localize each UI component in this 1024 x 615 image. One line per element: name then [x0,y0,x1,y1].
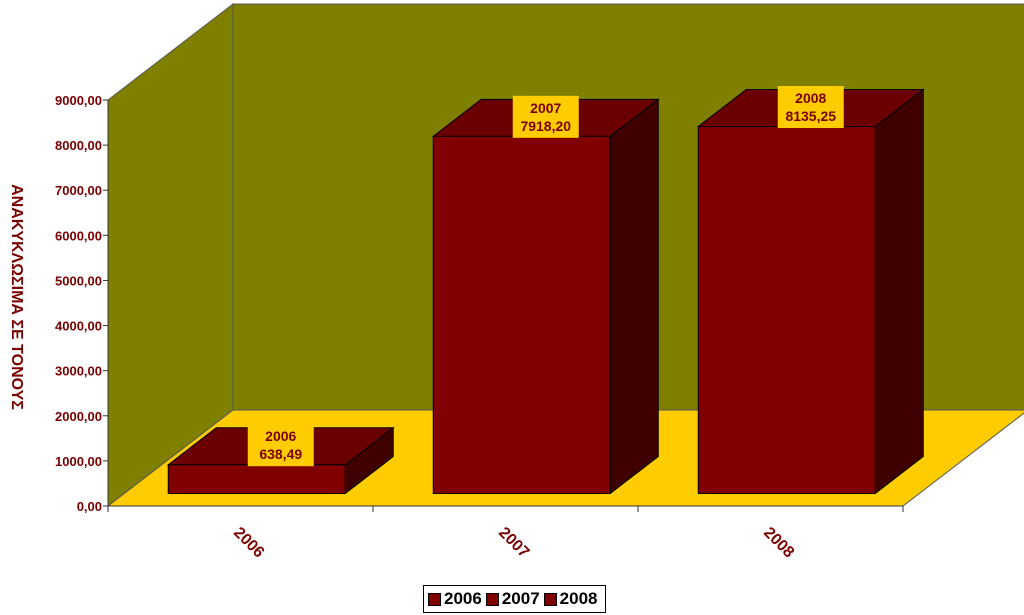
data-label-series: 2007 [530,100,561,116]
bar-front-face [167,464,346,495]
y-tick-label: 4000,00 [55,319,102,334]
data-labels: 2006 638,49 2007 7918,20 2008 8135,25 [247,86,844,467]
y-tick-label: 2000,00 [55,409,102,424]
data-label-box [247,424,314,467]
data-label-box [777,86,844,129]
data-label-value: 638,49 [259,446,302,462]
data-label-2006: 2006 638,49 [247,424,314,467]
bar-front-face [432,135,611,495]
legend-label: 2008 [559,589,598,608]
data-label-value: 8135,25 [785,108,836,124]
y-tick-label: 1000,00 [55,454,102,469]
data-label-2007: 2007 7918,20 [512,95,579,138]
legend-label: 2007 [501,589,540,608]
data-label-2008: 2008 8135,25 [777,86,844,129]
bar-2008 [696,88,925,495]
legend-item-2006: 2006 [428,589,482,609]
y-axis-label: ΑΝΑΚΥΚΛΩΣΙΜΑ ΣΕ ΤΟΝΟΥΣ [8,184,25,410]
bar-front-face [697,126,876,495]
x-category-label: 2007 [495,524,532,561]
legend-item-2008: 2008 [543,589,598,609]
legend-swatch [485,592,499,606]
x-axis-categories: 2006 2007 2008 [107,506,904,561]
data-label-box [512,95,579,138]
bar-side-face [609,98,659,495]
legend-item-2007: 2007 [485,589,540,609]
legend-label: 2006 [444,589,482,608]
data-label-series: 2006 [265,428,296,444]
y-tick-label: 3000,00 [55,364,102,379]
bar-chart-3d: 0,00 1000,00 2000,00 3000,00 4000,00 5000,00 6… [8,2,1024,561]
bar-side-face [874,88,924,495]
x-category-label: 2006 [230,524,267,561]
y-tick-label: 9000,00 [55,93,102,108]
data-label-value: 7918,20 [520,118,571,134]
y-tick-label: 7000,00 [55,183,102,198]
y-axis-ticks: 0,00 1000,00 2000,00 3000,00 4000,00 5000,00 6… [55,93,108,514]
legend: 2006 2007 2008 [423,585,607,613]
y-tick-label: 6000,00 [55,228,102,243]
y-tick-label: 5000,00 [55,273,102,288]
x-category-label: 2008 [760,524,797,561]
y-tick-label: 0,00 [77,499,102,514]
legend-swatch [543,592,557,606]
y-tick-label: 8000,00 [55,138,102,153]
data-label-series: 2008 [795,90,826,106]
bar-2007 [431,98,660,495]
legend-swatch [428,592,441,606]
